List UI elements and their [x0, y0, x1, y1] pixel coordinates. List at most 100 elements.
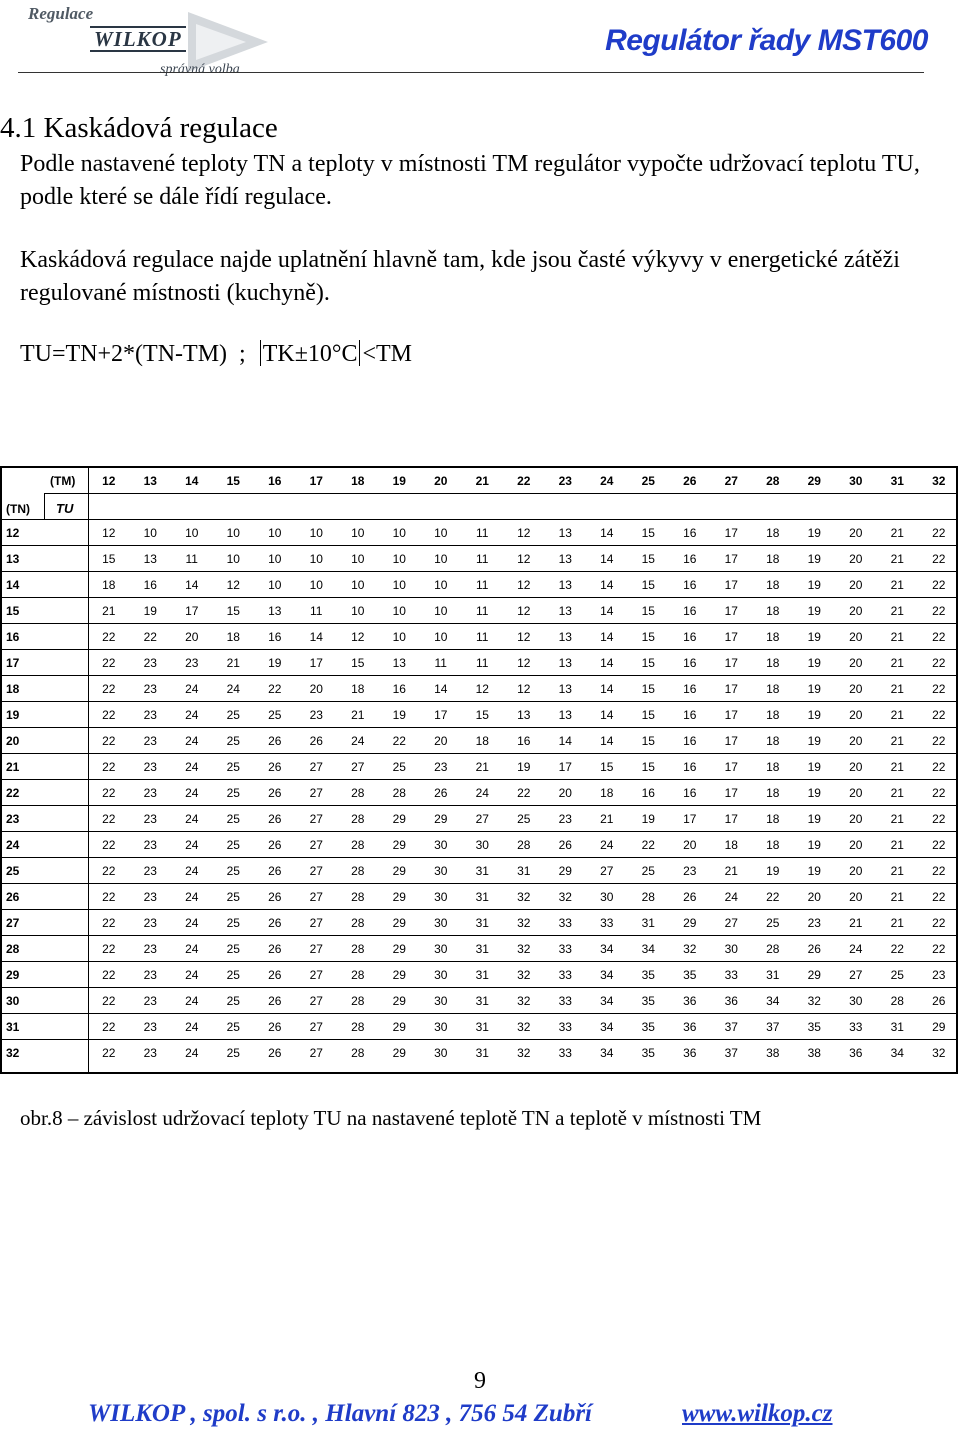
table-row: 31 22 23 24 25 26 27 28 29 30 31 32 33 34 35 36 37 37 35 33… [2, 1013, 956, 1039]
tu-value-cell: 28 [517, 838, 531, 852]
tu-value-cell: 24 [185, 812, 199, 826]
tu-value-cell: 12 [226, 578, 240, 592]
tu-value-cell: 19 [517, 760, 531, 774]
tu-value-cell: 12 [517, 630, 531, 644]
tu-value-cell: 27 [309, 812, 323, 826]
tu-value-cell: 10 [226, 526, 240, 540]
tu-value-cell: 24 [724, 890, 738, 904]
tu-value-cell: 33 [724, 968, 738, 982]
footer-company: WILKOP , spol. s r.o. , Hlavní 823 , 756… [88, 1400, 592, 1427]
tu-value-cell: 22 [102, 864, 116, 878]
tu-value-cell: 12 [517, 604, 531, 618]
tu-value-cell: 14 [600, 630, 614, 644]
tu-value-cell: 35 [641, 994, 655, 1008]
tu-value-cell: 33 [558, 942, 572, 956]
tu-value-cell: 37 [724, 1046, 738, 1060]
tu-value-cell: 22 [932, 916, 946, 930]
tu-value-cell: 24 [185, 916, 199, 930]
formula-mid: TK±10°C [262, 341, 358, 367]
tn-row-label: 14 [6, 578, 20, 592]
tu-value-cell: 21 [890, 630, 904, 644]
tu-value-cell: 21 [890, 552, 904, 566]
tu-value-cell: 26 [268, 786, 282, 800]
tu-value-cell: 22 [102, 786, 116, 800]
tu-value-cell: 21 [890, 916, 904, 930]
tu-value-cell: 36 [849, 1046, 863, 1060]
tu-value-cell: 27 [309, 890, 323, 904]
table-row: 17 22 23 23 21 19 17 15 13 11 11 12 13 14 15 16 17 18 19 20… [2, 649, 956, 675]
tu-axis-label: TU [56, 501, 74, 516]
tu-value-cell: 38 [807, 1046, 821, 1060]
tu-value-cell: 18 [724, 838, 738, 852]
tu-value-cell: 25 [226, 734, 240, 748]
tu-value-cell: 23 [558, 812, 572, 826]
tu-column [44, 468, 89, 1072]
tu-value-cell: 26 [268, 916, 282, 930]
tu-value-cell: 37 [766, 1020, 780, 1034]
tu-value-cell: 23 [143, 916, 157, 930]
tu-value-cell: 22 [766, 890, 780, 904]
tu-value-cell: 16 [268, 630, 282, 644]
tu-value-cell: 22 [102, 1046, 116, 1060]
tu-value-cell: 10 [392, 604, 406, 618]
section-heading: 4.1 Kaskádová regulace [0, 112, 278, 144]
tu-value-cell: 28 [351, 890, 365, 904]
tu-value-cell: 21 [890, 526, 904, 540]
tu-value-cell: 18 [600, 786, 614, 800]
tu-value-cell: 24 [226, 682, 240, 696]
tu-value-cell: 30 [434, 838, 448, 852]
tu-value-cell: 22 [102, 968, 116, 982]
tu-value-cell: 20 [849, 604, 863, 618]
tu-value-cell: 15 [475, 708, 489, 722]
tu-value-cell: 16 [683, 526, 697, 540]
tu-value-cell: 28 [351, 968, 365, 982]
tu-value-cell: 21 [890, 786, 904, 800]
tu-value-cell: 16 [683, 786, 697, 800]
tu-value-cell: 22 [102, 890, 116, 904]
tu-value-cell: 13 [558, 708, 572, 722]
logo-top-text: Regulace [28, 4, 94, 23]
tu-value-cell: 18 [766, 838, 780, 852]
footer-website-link[interactable]: www.wilkop.cz [682, 1400, 833, 1427]
tu-value-cell: 27 [849, 968, 863, 982]
tu-value-cell: 22 [932, 656, 946, 670]
abs-bar-right [359, 340, 361, 366]
tu-value-cell: 10 [185, 526, 199, 540]
tu-value-cell: 24 [351, 734, 365, 748]
tu-value-cell: 22 [932, 838, 946, 852]
table-row: 25 22 23 24 25 26 27 28 29 30 31 31 29 27 25 23 21 19 19 20… [2, 857, 956, 883]
tu-value-cell: 18 [766, 630, 780, 644]
tu-value-cell: 26 [268, 1020, 282, 1034]
tu-value-cell: 13 [558, 578, 572, 592]
tu-value-cell: 29 [558, 864, 572, 878]
tu-value-cell: 18 [766, 682, 780, 696]
tu-value-cell: 33 [558, 968, 572, 982]
tu-value-cell: 24 [185, 1020, 199, 1034]
tu-value-cell: 19 [807, 656, 821, 670]
tu-value-cell: 23 [434, 760, 448, 774]
tu-value-cell: 22 [932, 526, 946, 540]
tu-value-cell: 25 [268, 708, 282, 722]
tu-value-cell: 24 [185, 760, 199, 774]
tu-value-cell: 21 [226, 656, 240, 670]
tu-value-cell: 33 [600, 916, 614, 930]
tu-value-cell: 31 [475, 1020, 489, 1034]
tu-value-cell: 23 [143, 838, 157, 852]
tu-value-cell: 10 [392, 552, 406, 566]
tu-value-cell: 27 [309, 1046, 323, 1060]
tu-value-cell: 17 [724, 630, 738, 644]
tu-value-cell: 23 [143, 864, 157, 878]
tu-value-cell: 26 [268, 1046, 282, 1060]
tu-value-cell: 34 [600, 968, 614, 982]
tu-value-cell: 20 [849, 890, 863, 904]
tn-row-label: 27 [6, 916, 20, 930]
tn-row-label: 22 [6, 786, 20, 800]
tu-value-cell: 10 [309, 552, 323, 566]
tu-value-cell: 16 [683, 630, 697, 644]
tu-value-cell: 26 [268, 890, 282, 904]
figure-caption: obr.8 – závislost udržovací teploty TU n… [20, 1106, 762, 1130]
tu-value-cell: 20 [849, 760, 863, 774]
tu-value-cell: 29 [683, 916, 697, 930]
tu-value-cell: 22 [932, 760, 946, 774]
tu-value-cell: 12 [517, 578, 531, 592]
